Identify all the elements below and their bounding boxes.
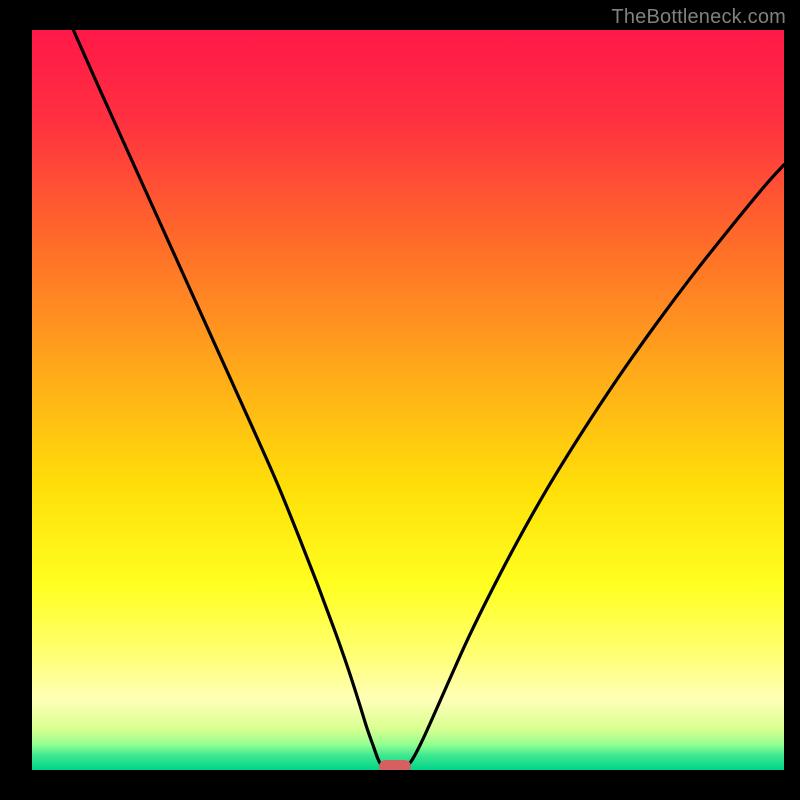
chart-plot-area	[32, 30, 784, 770]
bottleneck-curve	[32, 30, 784, 770]
frame-left	[0, 30, 32, 800]
frame-bottom	[0, 770, 800, 800]
frame-right	[784, 30, 800, 800]
curve-right-branch	[404, 165, 784, 769]
watermark-text: TheBottleneck.com	[611, 6, 786, 29]
optimum-marker	[379, 760, 411, 770]
curve-left-branch	[73, 30, 385, 769]
